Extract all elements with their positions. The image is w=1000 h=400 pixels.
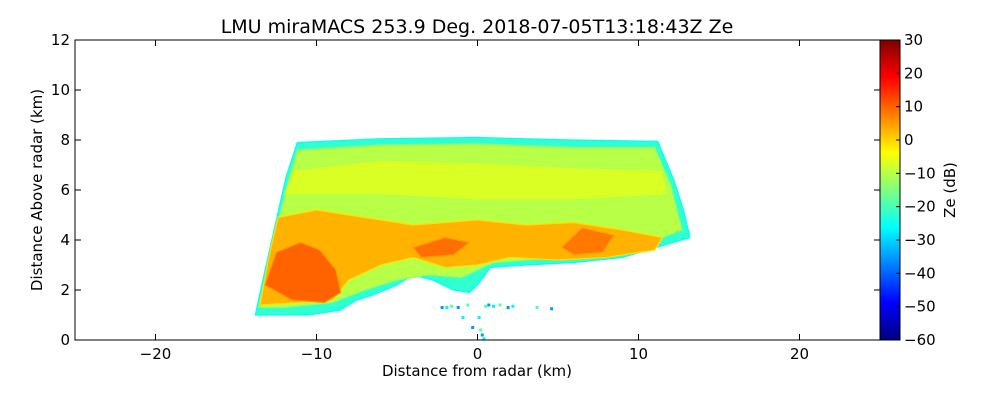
y-tick-label: 0	[60, 331, 70, 349]
colorbar-tick-label: −40	[904, 264, 936, 282]
echo-pixel	[535, 306, 539, 309]
echo-pixel	[484, 304, 488, 308]
echo-pixel	[461, 316, 465, 319]
echo-pixel	[492, 304, 496, 308]
echo-pixel	[450, 304, 454, 308]
y-tick-label: 8	[60, 131, 70, 149]
echo-pixel	[445, 306, 449, 309]
y-tick-label: 4	[60, 231, 70, 249]
colorbar	[879, 39, 901, 341]
x-axis-label: Distance from radar (km)	[382, 362, 572, 380]
colorbar-tick-label: 10	[904, 98, 923, 116]
echo-pixel	[498, 303, 502, 307]
echo-region-core-3	[560, 226, 616, 256]
colorbar-tick-label: −50	[904, 298, 936, 316]
echo-pixel	[477, 316, 481, 319]
echo-region-core-2	[412, 236, 470, 259]
echo-pixel	[511, 304, 515, 308]
x-tick-label: −20	[140, 345, 172, 363]
y-axis: 0 2 4 6 8 10 12	[51, 31, 880, 349]
colorbar-tick-label: −10	[904, 164, 936, 182]
x-tick-label: −10	[301, 345, 333, 363]
colorbar-tick-label: −20	[904, 198, 936, 216]
echo-region-enhanced-band	[259, 209, 664, 306]
colorbar-tick-label: −60	[904, 331, 936, 349]
echo-pixel	[456, 306, 460, 309]
y-tick-label: 6	[60, 181, 70, 199]
x-tick-label: 0	[473, 345, 483, 363]
echo-pixel	[482, 337, 486, 340]
echo-region-core-1	[264, 241, 342, 304]
echo-pixel	[487, 303, 491, 307]
y-axis-label: Distance Above radar (km)	[28, 89, 46, 291]
x-tick-label: 20	[790, 345, 809, 363]
colorbar-tick-label: 20	[904, 64, 923, 82]
colorbar-label: Ze (dB)	[941, 162, 959, 218]
echo-pixel	[506, 306, 510, 309]
echo-pixel	[471, 326, 475, 329]
colorbar-tick-label: 0	[904, 131, 914, 149]
y-tick-label: 12	[51, 31, 70, 49]
colorbar-tick-label: −30	[904, 231, 936, 249]
x-axis: −20 −10 0 10 20	[140, 40, 809, 363]
colorbar-tick-label: 30	[904, 31, 923, 49]
chart-title: LMU miraMACS 253.9 Deg. 2018-07-05T13:18…	[221, 16, 734, 38]
echo-pixel	[479, 328, 483, 332]
y-tick-label: 2	[60, 281, 70, 299]
y-tick-label: 10	[51, 81, 70, 99]
echo-pixel	[466, 303, 470, 307]
echo-region-upper-layer	[283, 159, 669, 201]
x-tick-label: 10	[629, 345, 648, 363]
colorbar-ticks: 30 20 10 0 −10 −20 −30 −40 −50 −60	[896, 31, 936, 349]
echo-pixel	[550, 307, 554, 311]
echo-pixel	[440, 306, 444, 309]
echo-layer	[254, 136, 691, 340]
echo-pixel	[480, 333, 484, 337]
